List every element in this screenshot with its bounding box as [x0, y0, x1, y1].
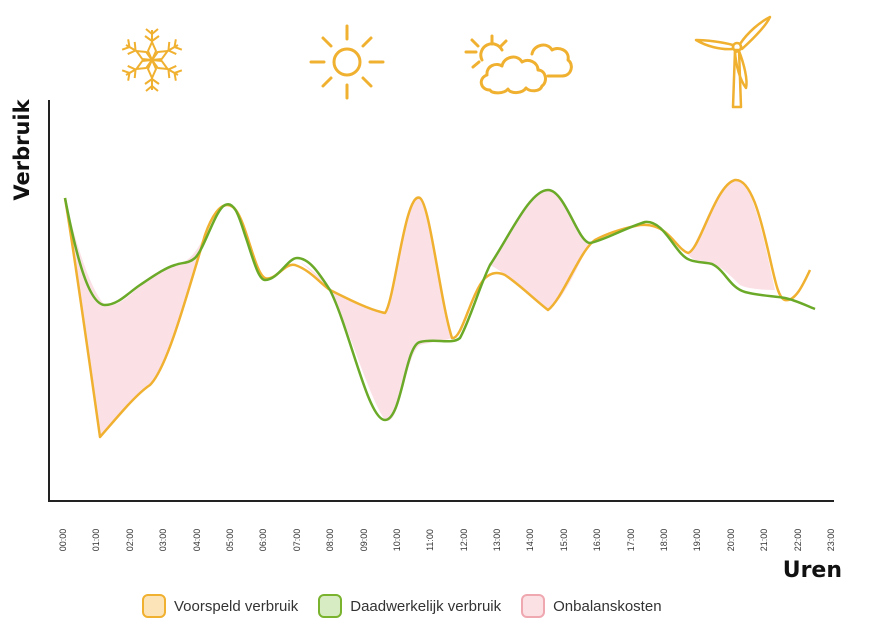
x-tick-text: 07:00	[291, 528, 302, 552]
x-tick-text: 04:00	[191, 528, 202, 552]
x-tick-label: 19:00	[690, 520, 704, 560]
imbalance-area	[65, 180, 775, 437]
legend-label: Daadwerkelijk verbruik	[350, 597, 502, 615]
x-tick-text: 22:00	[792, 528, 803, 552]
x-tick-label: 18:00	[657, 520, 671, 560]
x-tick-label: 17:00	[624, 520, 638, 560]
x-tick-label: 02:00	[123, 520, 137, 560]
x-tick-text: 14:00	[525, 528, 536, 552]
x-tick-text: 23:00	[826, 528, 836, 552]
x-tick-text: 19:00	[692, 528, 703, 552]
x-tick-text: 18:00	[659, 528, 670, 552]
x-tick-label: 08:00	[323, 520, 337, 560]
sun-icon	[309, 24, 385, 100]
x-tick-text: 10:00	[391, 528, 402, 552]
x-tick-text: 15:00	[558, 528, 569, 552]
x-tick-label: 06:00	[256, 520, 270, 560]
x-tick-label: 12:00	[457, 520, 471, 560]
sun-cloud-icon	[464, 34, 573, 95]
x-tick-label: 11:00	[423, 520, 437, 560]
x-tick-label: 14:00	[523, 520, 537, 560]
x-tick-label: 00:00	[56, 520, 70, 560]
x-tick-label: 13:00	[490, 520, 504, 560]
x-tick-label: 20:00	[724, 520, 738, 560]
x-tick-text: 17:00	[625, 528, 636, 552]
x-tick-label: 04:00	[190, 520, 204, 560]
legend-item-imbalance: Onbalanskosten	[521, 594, 662, 618]
x-tick-text: 21:00	[759, 528, 770, 552]
x-tick-label: 23:00	[824, 520, 838, 560]
x-tick-text: 00:00	[58, 528, 68, 552]
x-tick-label: 07:00	[290, 520, 304, 560]
actual-swatch	[318, 594, 343, 618]
wind-turbine-icon	[694, 15, 772, 109]
x-tick-text: 01:00	[91, 528, 102, 552]
forecast-swatch	[142, 594, 166, 618]
x-tick-text: 03:00	[158, 528, 169, 552]
actual-line	[63, 188, 816, 422]
legend-item-forecast: Voorspeld verbruik	[142, 594, 298, 618]
x-tick-text: 02:00	[124, 528, 135, 552]
imbalance-swatch	[521, 594, 546, 618]
legend-item-actual: Daadwerkelijk verbruik	[318, 594, 501, 618]
x-tick-text: 13:00	[492, 528, 503, 552]
x-tick-text: 20:00	[725, 528, 736, 552]
x-tick-text: 12:00	[458, 528, 469, 552]
x-tick-label: 22:00	[791, 520, 805, 560]
x-tick-text: 05:00	[224, 528, 235, 552]
x-tick-label: 10:00	[390, 520, 404, 560]
legend-label: Voorspeld verbruik	[174, 597, 299, 615]
forecast-line	[63, 178, 812, 439]
x-tick-label: 21:00	[757, 520, 771, 560]
x-tick-text: 08:00	[325, 528, 336, 552]
x-tick-label: 16:00	[590, 520, 604, 560]
x-tick-label: 05:00	[223, 520, 237, 560]
x-tick-text: 16:00	[592, 528, 603, 552]
legend: Voorspeld verbruik Daadwerkelijk verbrui…	[142, 594, 682, 618]
legend-label: Onbalanskosten	[553, 597, 662, 615]
x-tick-label: 09:00	[357, 520, 371, 560]
x-tick-label: 01:00	[89, 520, 103, 560]
x-tick-text: 09:00	[358, 528, 369, 552]
x-axis-label: Uren	[782, 558, 842, 583]
snowflake-icon	[120, 28, 184, 92]
x-tick-text: 11:00	[425, 529, 436, 551]
x-tick-text: 06:00	[258, 528, 269, 552]
x-tick-label: 03:00	[156, 520, 170, 560]
x-tick-label: 15:00	[557, 520, 571, 560]
